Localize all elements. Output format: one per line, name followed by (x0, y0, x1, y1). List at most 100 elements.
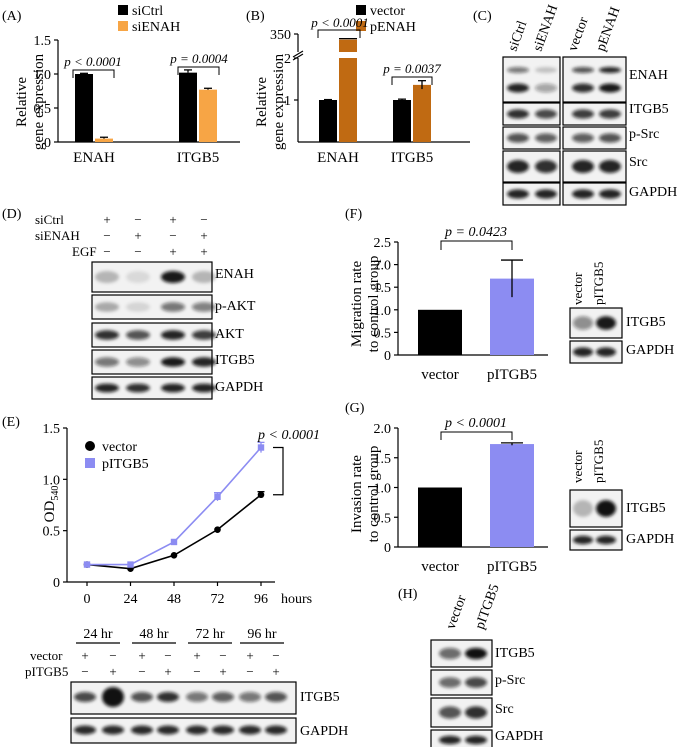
panel-e-legend-marker-2 (85, 458, 95, 468)
panel-a: (A) Relative gene expression siCtrl siEN… (2, 4, 240, 166)
panel-c-band-itgb5: ITGB5 (629, 102, 669, 117)
panel-c-band-psrc (599, 133, 621, 143)
panel-h-band-itgb5 (465, 647, 487, 660)
panel-e-band-gapdh (186, 725, 208, 735)
panel-b-ylabel-line1: Relative (254, 77, 270, 127)
panel-d-band-pakt (161, 302, 185, 312)
panel-c-band-gapdh (572, 189, 594, 199)
panel-b-label: (B) (246, 9, 265, 24)
panel-e-legend-2: pITGB5 (102, 457, 149, 472)
panel-a-ytick-label: 1.0 (34, 68, 52, 83)
panel-h-blot (430, 639, 493, 747)
panel-a-bar-enah-sienah (95, 138, 113, 142)
panel-e-chart: 0 0.5 1.0 1.5 0 24 48 72 96 (43, 422, 284, 607)
panel-f-ylabel-line1: Migration rate (349, 261, 365, 348)
panel-h-col-1: vector (444, 593, 470, 631)
panel-c-band-itgb5 (599, 109, 621, 119)
panel-d-band-itgb5 (192, 357, 216, 367)
panel-b-bar-itgb5-vector (393, 100, 411, 142)
panel-g-pvalue: p < 0.0001 (444, 416, 507, 431)
panel-a-ylabel-line1: Relative (14, 77, 30, 127)
panel-c-band-enah-upper (535, 67, 557, 73)
panel-d-band-gapdh (95, 383, 119, 393)
panel-b-ytick-label: 350 (270, 28, 291, 43)
panel-e-time-label: 72 hr (195, 627, 225, 642)
panel-h-band-psrc (465, 677, 487, 688)
panel-e-sign: − (109, 648, 116, 663)
panel-d-blot (91, 261, 216, 400)
panel-g-ylabel-line1: Invasion rate (349, 455, 365, 533)
panel-e-point-vector-72 (214, 526, 221, 533)
panel-h-band-gapdh (465, 735, 487, 745)
panel-e-time-label: 96 hr (247, 627, 277, 642)
panel-d-band-enah (95, 271, 119, 283)
panel-d-band-akt (126, 330, 150, 340)
panel-g-blot (569, 489, 623, 551)
panel-d-band-gapdh (161, 383, 185, 393)
panel-e-band-itgb5: ITGB5 (300, 690, 340, 705)
panel-d-band-pakt (95, 302, 119, 312)
panel-c-label: (C) (473, 9, 492, 24)
panel-c-blot-gapdh-right (562, 182, 627, 206)
panel-f-band-itgb5 (596, 316, 616, 330)
panel-f-pvalue: p = 0.0423 (444, 225, 507, 240)
panel-f-band-gapdh: GAPDH (626, 343, 674, 358)
panel-e-blot (70, 681, 297, 744)
panel-b-ylabel-line2: gene expression (271, 53, 287, 150)
panel-a-label: (A) (2, 9, 22, 24)
panel-c-band-psrc (572, 133, 594, 143)
panel-g-band-itgb5 (596, 500, 616, 517)
panel-e-band-gapdh (74, 725, 96, 735)
panel-e-sign: + (272, 664, 279, 679)
panel-g-ytick-label: 2.0 (374, 422, 392, 437)
panel-c-band-itgb5 (572, 109, 594, 119)
panel-d-band-itgb5 (95, 357, 119, 367)
panel-f-xtick-label: vector (421, 367, 458, 383)
panel-a-xtick-label: ITGB5 (177, 150, 220, 166)
panel-d-sign: + (134, 228, 141, 243)
panel-g-chart: 0 0.5 1.0 1.5 2.0 vector pITGB5 (374, 422, 548, 575)
panel-c-band-enah-upper (572, 67, 594, 73)
panel-e-point-vector-48 (170, 552, 178, 559)
panel-d-band-enah (161, 271, 185, 283)
panel-e-ytick-label: 0 (53, 576, 60, 591)
panel-a-ytick-label: 0 (44, 136, 51, 151)
panel-d-band-akt (161, 330, 185, 340)
panel-e-band-itgb5 (239, 692, 261, 702)
panel-e-time-label: 24 hr (83, 627, 113, 642)
panel-e-band-gapdh (131, 725, 153, 735)
panel-e-band-itgb5 (74, 692, 96, 702)
panel-d-band-akt (95, 330, 119, 340)
panel-c-blot-enah-right (562, 56, 627, 103)
panel-b-ytick-label: 1 (284, 94, 291, 109)
panel-c-band-gapdh (507, 189, 529, 199)
panel-d-row-sienah: siENAH (35, 228, 80, 243)
panel-c-blot (502, 56, 627, 206)
panel-c-band-gapdh: GAPDH (629, 185, 677, 200)
panel-g-ylabel-line2: to control group (366, 446, 382, 543)
panel-g-blot-col-1: vector (570, 450, 585, 483)
panel-b-bar-enah-penah (339, 58, 357, 142)
panel-d-label: (D) (2, 207, 22, 222)
panel-b-ytick-label: 2 (284, 52, 291, 67)
panel-h-label: (H) (398, 587, 418, 602)
panel-e-xtick-label: 96 (254, 592, 268, 607)
panel-a-ytick-label: 1.5 (34, 34, 52, 49)
panel-d-sign: + (169, 244, 176, 259)
panel-c-blot-gapdh-left (502, 182, 561, 206)
panel-c-band-itgb5 (507, 109, 529, 119)
panel-g-label: (G) (345, 401, 365, 416)
panel-d-band-itgb5 (126, 357, 150, 367)
panel-e-legend-marker-1 (85, 441, 95, 451)
panel-b-legend-1: vector (370, 4, 405, 19)
panel-b-bar-enah-vector (319, 100, 337, 142)
panel-c-blot-itgb5-right (562, 102, 627, 126)
panel-d-sign: + (200, 228, 207, 243)
panel-c-band-enah-upper (599, 67, 621, 73)
panel-d-sign: + (169, 212, 176, 227)
panel-d-band-itgb5: ITGB5 (215, 353, 255, 368)
panel-h-band-psrc (439, 677, 461, 688)
panel-g-xtick-label: pITGB5 (487, 559, 537, 575)
panel-a-ylabel-line2: gene expression (31, 53, 47, 150)
panel-d-band-enah (126, 271, 150, 283)
